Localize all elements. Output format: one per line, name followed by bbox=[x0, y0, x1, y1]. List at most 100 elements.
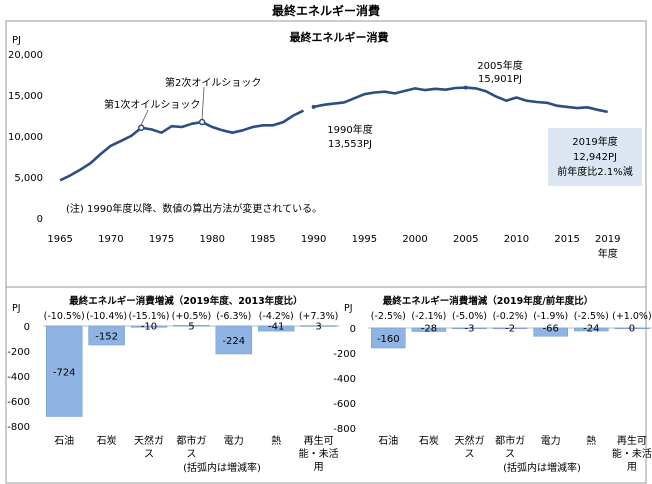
annotation-label: 前年度比2.1%減 bbox=[557, 165, 632, 178]
page-title: 最終エネルギー消費 bbox=[272, 3, 380, 18]
pct-change-label: (-2.5%) bbox=[371, 311, 406, 322]
category-label: 石炭 bbox=[97, 435, 117, 447]
bar bbox=[215, 325, 253, 355]
y-tick-label: -200 bbox=[333, 349, 356, 360]
y-tick-label: 15,000 bbox=[8, 91, 43, 102]
category-label: 石油 bbox=[54, 434, 74, 447]
x-tick-label: 1970 bbox=[98, 234, 123, 245]
bar-chart-footnote: (括弧内は増減率) bbox=[503, 461, 581, 474]
bar bbox=[130, 325, 168, 328]
annotation-box bbox=[548, 128, 642, 186]
bar-chart-2013-comparison: 最終エネルギー消費増減（2019年度、2013年度比） PJ0 -200 -400 -6… bbox=[7, 295, 340, 474]
category-label: 都市ガ bbox=[176, 434, 206, 447]
category-label: 都市ガ bbox=[495, 434, 525, 447]
line-chart-title: 最終エネルギー消費 bbox=[290, 30, 389, 44]
y-tick-label: -800 bbox=[7, 422, 30, 433]
category-label: 電力 bbox=[541, 434, 561, 447]
bar bbox=[45, 325, 83, 417]
pct-change-label: (+7.3%) bbox=[299, 311, 339, 322]
annotation-label: 1990年度 bbox=[327, 123, 372, 136]
bar bbox=[533, 327, 568, 337]
pct-change-label: (-5.0%) bbox=[452, 311, 487, 322]
data-label: -41 bbox=[268, 322, 284, 333]
data-label: -2 bbox=[505, 324, 515, 335]
data-label: -724 bbox=[53, 367, 76, 378]
category-label: 熱 bbox=[271, 434, 281, 447]
pct-change-label: (+1.0%) bbox=[612, 311, 652, 322]
bar-chart-footnote: (括弧内は増減率) bbox=[183, 461, 261, 474]
y-tick-label: -600 bbox=[7, 397, 30, 408]
category-label: 電力 bbox=[224, 434, 244, 447]
data-label: -28 bbox=[421, 324, 437, 335]
data-point-marker bbox=[311, 104, 316, 109]
y-tick-label: -600 bbox=[333, 399, 356, 410]
category-label: 石油 bbox=[378, 434, 398, 447]
y-tick-label: 0 bbox=[37, 214, 43, 225]
bar bbox=[411, 327, 447, 332]
annotation-leader bbox=[140, 109, 149, 125]
category-label: 能・未活 bbox=[612, 447, 652, 460]
y-axis-unit: PJ bbox=[12, 303, 21, 314]
chart-note: (注) 1990年度以降、数値の算出方法が変更されている。 bbox=[66, 202, 322, 215]
pct-change-label: (-1.9%) bbox=[533, 311, 568, 322]
category-label: ス bbox=[186, 449, 196, 460]
pct-change-label: (-10.4%) bbox=[86, 311, 127, 322]
data-label: -10 bbox=[141, 322, 157, 333]
y-tick-label: -400 bbox=[7, 372, 30, 383]
y-tick-label: 20,000 bbox=[8, 50, 43, 61]
pct-change-label: (-2.5%) bbox=[574, 311, 609, 322]
y-tick-label: 0 bbox=[24, 322, 30, 333]
data-point-marker bbox=[138, 124, 145, 132]
y-tick-label: -200 bbox=[7, 347, 30, 358]
pct-change-label: (-10.5%) bbox=[44, 311, 85, 322]
category-label: ス bbox=[144, 449, 154, 460]
category-label: 能・未活 bbox=[299, 447, 339, 460]
series-line bbox=[59, 109, 305, 182]
annotation-label: 15,901PJ bbox=[478, 74, 522, 85]
y-tick-label: 10,000 bbox=[8, 132, 43, 143]
series-line bbox=[313, 86, 608, 114]
pct-change-label: (-2.1%) bbox=[411, 311, 446, 322]
data-point-marker bbox=[463, 85, 468, 90]
bar bbox=[300, 325, 337, 327]
annotation-label: 2005年度 bbox=[477, 59, 522, 72]
x-tick-label: 1990 bbox=[301, 234, 326, 245]
y-axis-unit: PJ bbox=[344, 303, 353, 314]
annotation-leader bbox=[201, 86, 205, 120]
line-chart: 最終エネルギー消費 PJ 20,000 15,000 10,000 5,000 0 1965 1… bbox=[8, 30, 642, 260]
y-tick-label: 0 bbox=[350, 324, 356, 335]
annotation-label: 12,942PJ bbox=[573, 152, 617, 163]
y-tick-label: -800 bbox=[333, 424, 356, 435]
x-tick-label: 2019 bbox=[595, 234, 620, 245]
data-label: -24 bbox=[583, 324, 599, 335]
data-label: 5 bbox=[188, 322, 194, 333]
bar bbox=[452, 327, 487, 330]
bar bbox=[88, 325, 125, 346]
category-label: ス bbox=[465, 449, 475, 460]
x-tick-label: 2015 bbox=[554, 234, 579, 245]
data-label: -66 bbox=[543, 324, 559, 335]
bar-chart-title: 最終エネルギー消費増減（2019年度、2013年度比） bbox=[69, 295, 302, 307]
bar bbox=[574, 327, 609, 332]
x-tick-label: 1975 bbox=[149, 234, 174, 245]
y-tick-label: 5,000 bbox=[14, 173, 43, 184]
x-tick-label: 2010 bbox=[504, 234, 529, 245]
pct-change-label: (-0.2%) bbox=[493, 311, 528, 322]
x-tick-label: 2000 bbox=[402, 234, 427, 245]
bar bbox=[173, 325, 210, 327]
category-label: 熱 bbox=[586, 434, 596, 447]
category-label: 用 bbox=[627, 462, 637, 473]
x-tick-label: 1995 bbox=[352, 234, 377, 245]
category-label: 天然ガ bbox=[134, 434, 164, 447]
category-label: 用 bbox=[314, 462, 324, 473]
category-label: 天然ガ bbox=[455, 434, 485, 447]
x-tick-label: 1980 bbox=[200, 234, 225, 245]
category-label: ス bbox=[505, 449, 515, 460]
bar bbox=[492, 327, 528, 330]
bar bbox=[257, 325, 295, 332]
y-tick-label: -400 bbox=[333, 374, 356, 385]
category-label: 石炭 bbox=[419, 435, 439, 447]
pct-change-label: (-4.2%) bbox=[259, 311, 294, 322]
data-label: 0 bbox=[629, 324, 635, 335]
y-axis-unit: PJ bbox=[12, 35, 21, 46]
